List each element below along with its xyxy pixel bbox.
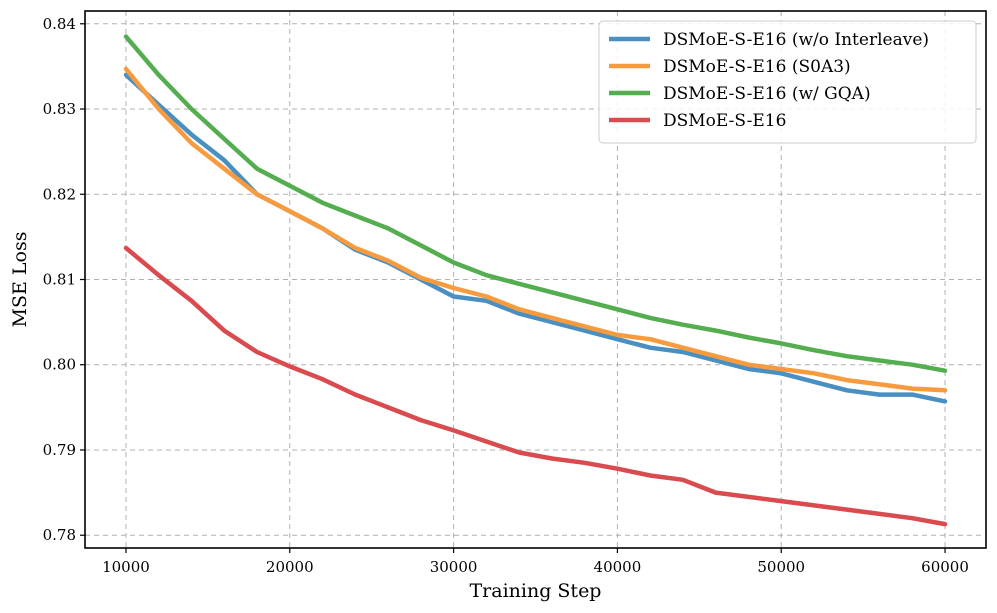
x-tick-label: 10000 — [102, 558, 150, 576]
y-tick-label: 0.79 — [43, 441, 76, 459]
x-axis-label: Training Step — [470, 580, 602, 602]
y-tick-label: 0.81 — [43, 271, 76, 289]
legend-label: DSMoE-S-E16 — [663, 111, 786, 131]
series-line-4 — [123, 245, 948, 527]
axis-ticks: 10000 20000 30000 40000 50000 60000 0.78 0.79 0.… — [43, 15, 969, 576]
legend-label: DSMoE-S-E16 (w/o Interleave) — [663, 30, 929, 50]
y-tick-label: 0.80 — [43, 356, 76, 374]
x-tick-label: 50000 — [757, 558, 805, 576]
series-lines — [123, 34, 948, 527]
x-tick-label: 20000 — [266, 558, 314, 576]
y-axis-label: MSE Loss — [9, 232, 31, 328]
y-tick-label: 0.82 — [43, 185, 76, 203]
y-tick-label: 0.84 — [43, 15, 76, 33]
series-line-3 — [123, 34, 948, 373]
x-tick-label: 40000 — [594, 558, 642, 576]
x-tick-label: 30000 — [430, 558, 478, 576]
y-tick-label: 0.83 — [43, 100, 76, 118]
legend: DSMoE-S-E16 (w/o Interleave) DSMoE-S-E16 … — [598, 20, 977, 144]
legend-label: DSMoE-S-E16 (w/ GQA) — [663, 84, 871, 104]
legend-label: DSMoE-S-E16 (S0A3) — [663, 57, 851, 77]
legend-box — [598, 20, 977, 144]
x-tick-label: 60000 — [921, 558, 969, 576]
series-line-2 — [123, 66, 948, 393]
y-tick-label: 0.78 — [43, 526, 76, 544]
